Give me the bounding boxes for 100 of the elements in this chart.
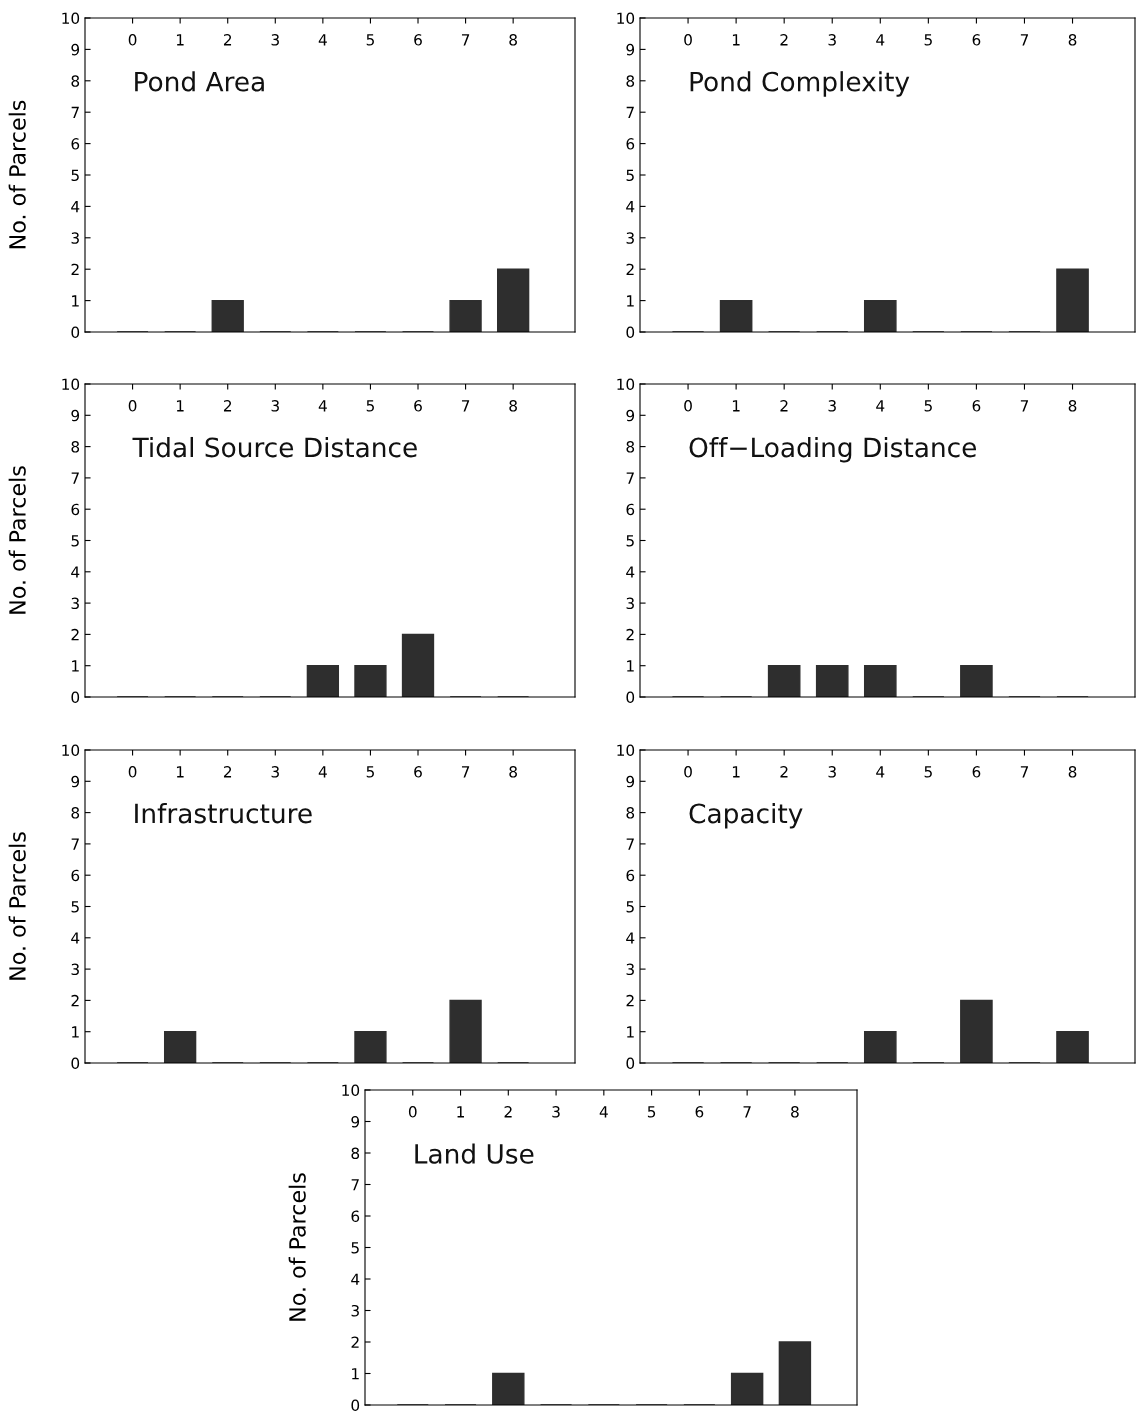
y-tick-label: 8 (626, 75, 635, 87)
x-tick-label: 8 (509, 766, 517, 778)
y-tick-label: 5 (351, 1242, 359, 1254)
x-tick-label: 1 (457, 1106, 464, 1118)
x-tick-label: 6 (695, 1106, 704, 1118)
y-tick-label: 7 (71, 472, 79, 484)
y-tick-label: 9 (71, 409, 80, 422)
x-tick-label: 1 (732, 34, 740, 46)
text: Land Use (415, 1143, 534, 1164)
y-tick-label: 0 (71, 691, 80, 704)
y-tick-label: 0 (626, 691, 635, 704)
x-tick-label: 5 (924, 34, 932, 46)
y-tick-label: 4 (626, 566, 635, 578)
x-tick-label: 8 (1068, 34, 1077, 46)
y-tick-label: 2 (71, 263, 79, 275)
y-tick-label: 10 (617, 378, 635, 391)
x-tick-label: 4 (599, 1106, 608, 1118)
y-tick-label: 4 (71, 201, 80, 213)
x-tick-label: 7 (1020, 34, 1029, 46)
y-tick-label: 4 (626, 201, 635, 213)
x-tick-label: 1 (176, 766, 184, 778)
text: Infrastructure (135, 802, 312, 824)
y-tick-label: 6 (71, 138, 80, 150)
y-tick-label: 2 (71, 628, 79, 641)
y-tick-label: 1 (72, 1026, 79, 1038)
x-tick-label: 7 (461, 400, 470, 412)
y-tick-label: 4 (71, 932, 80, 944)
x-tick-label: 0 (684, 766, 692, 778)
y-tick-label: 6 (626, 869, 635, 882)
y-tick-label: 2 (626, 628, 634, 641)
y-tick-label: 10 (617, 12, 635, 25)
y-tick-label: 5 (71, 901, 79, 913)
y-tick-label: 8 (71, 75, 80, 87)
x-tick-label: 3 (828, 400, 836, 412)
y-axis-title: No. of Parcels (288, 1173, 306, 1321)
y-tick-label: 9 (71, 775, 80, 788)
x-tick-label: 3 (271, 400, 279, 412)
x-tick-label: 2 (223, 34, 232, 46)
x-tick-label: 7 (1020, 400, 1029, 412)
y-tick-label: 9 (351, 1115, 360, 1128)
y-tick-label: 0 (71, 1057, 80, 1070)
y-tick-label: 10 (342, 1084, 360, 1097)
x-tick-label: 2 (780, 766, 788, 778)
y-tick-label: 8 (351, 1147, 360, 1160)
y-tick-label: 8 (71, 807, 80, 819)
x-tick-label: 8 (509, 400, 517, 412)
y-tick-label: 7 (626, 106, 634, 118)
y-tick-label: 9 (626, 409, 635, 422)
y-tick-label: 9 (626, 775, 635, 788)
y-tick-label: 3 (71, 963, 79, 976)
x-tick-label: 8 (509, 34, 517, 46)
x-tick-label: 8 (1068, 400, 1077, 412)
x-tick-label: 4 (876, 34, 885, 46)
x-tick-label: 6 (414, 766, 422, 778)
y-tick-label: 1 (72, 660, 79, 672)
x-tick-label: 5 (924, 400, 932, 412)
y-tick-label: 1 (627, 1026, 634, 1038)
x-tick-label: 3 (552, 1106, 560, 1118)
y-tick-label: 2 (626, 263, 634, 275)
y-tick-label: 8 (626, 807, 635, 819)
y-tick-label: 4 (71, 566, 80, 578)
x-tick-label: 3 (271, 34, 279, 46)
x-tick-label: 0 (128, 766, 137, 778)
y-tick-label: 3 (71, 232, 79, 244)
x-tick-label: 2 (504, 1106, 512, 1118)
y-tick-label: 3 (626, 597, 634, 610)
y-tick-label: 5 (71, 535, 79, 547)
text: Off−Loading Distance (689, 436, 977, 463)
x-tick-label: 1 (176, 400, 184, 412)
x-tick-label: 8 (1068, 766, 1077, 778)
y-tick-label: 3 (626, 232, 634, 244)
y-tick-label: 6 (71, 503, 80, 516)
y-tick-label: 0 (626, 1057, 635, 1070)
y-tick-label: 2 (626, 994, 634, 1007)
x-tick-label: 8 (791, 1106, 799, 1118)
x-tick-label: 5 (366, 766, 374, 778)
text: Pond Complexity (690, 71, 910, 97)
y-tick-label: 5 (626, 901, 634, 913)
x-tick-label: 6 (972, 34, 981, 46)
y-tick-label: 8 (626, 441, 635, 453)
x-tick-label: 4 (318, 766, 327, 778)
text: Capacity (689, 802, 803, 829)
y-tick-label: 1 (627, 660, 634, 672)
y-tick-label: 10 (62, 744, 80, 757)
y-tick-label: 6 (626, 503, 635, 516)
y-tick-label: 0 (351, 1399, 360, 1412)
x-tick-label: 1 (176, 34, 184, 46)
x-tick-label: 1 (732, 400, 740, 412)
x-tick-label: 6 (972, 400, 981, 412)
y-tick-label: 5 (71, 169, 79, 182)
y-tick-label: 5 (626, 169, 634, 182)
x-tick-label: 6 (414, 400, 422, 412)
x-tick-label: 5 (924, 766, 932, 778)
y-tick-label: 10 (62, 12, 80, 25)
x-tick-label: 4 (876, 766, 885, 778)
y-tick-label: 0 (71, 326, 80, 339)
y-tick-label: 4 (626, 932, 635, 944)
x-tick-label: 7 (743, 1106, 751, 1118)
y-axis-title: No. of Parcels (8, 466, 26, 614)
x-tick-label: 3 (828, 34, 836, 46)
